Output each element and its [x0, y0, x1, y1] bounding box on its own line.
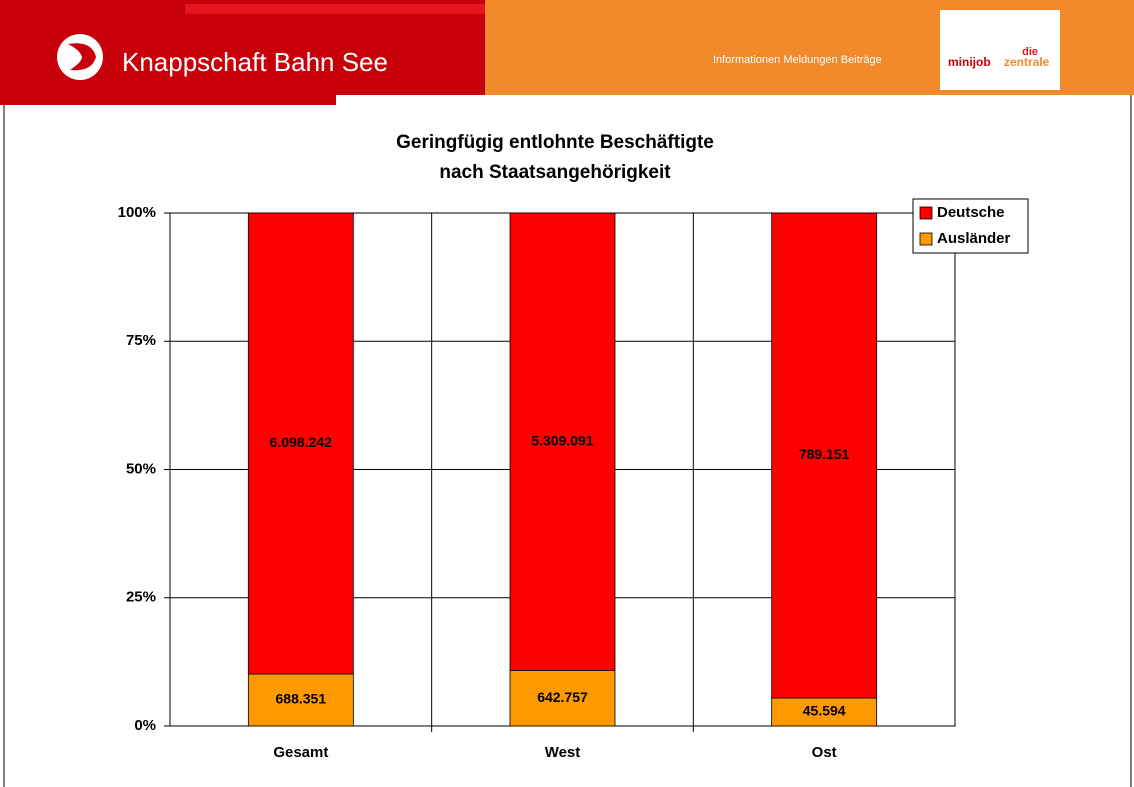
- header-red-stripe: [185, 4, 485, 14]
- logo-zentrale: zentrale: [1004, 55, 1050, 69]
- legend-label: Deutsche: [937, 204, 1005, 221]
- header-red-tab: [0, 95, 336, 105]
- brand-logo: [57, 34, 103, 80]
- logo-die: die: [1022, 46, 1038, 58]
- x-tick-label: Ost: [812, 744, 837, 761]
- data-label: 642.757: [537, 689, 588, 705]
- y-tick-label: 75%: [126, 332, 156, 349]
- chart-subtitle: nach Staatsangehörigkeit: [439, 162, 671, 183]
- data-label: 45.594: [803, 703, 846, 719]
- chart-title: Geringfügig entlohnte Beschäftigte: [396, 132, 714, 153]
- logo-minijob: minijob: [948, 55, 991, 69]
- y-tick-label: 0%: [134, 717, 156, 734]
- y-tick-label: 50%: [126, 460, 156, 477]
- data-label: 5.309.091: [531, 433, 593, 449]
- y-tick-label: 25%: [126, 589, 156, 606]
- x-tick-label: West: [545, 744, 581, 761]
- bar-segment: [771, 212, 878, 699]
- bar-segment: [247, 673, 354, 727]
- bar-segment: [509, 212, 616, 671]
- brand-name: Knappschaft Bahn See: [122, 47, 388, 77]
- header-tagline: Informationen Meldungen Beiträge: [713, 54, 882, 66]
- data-label: 789.151: [799, 446, 850, 462]
- brand-logo-mark: [68, 43, 96, 71]
- bar-segment: [771, 697, 878, 727]
- bar-segment: [509, 670, 616, 727]
- legend-label: Ausländer: [937, 230, 1011, 247]
- bar-segment: [247, 212, 354, 675]
- minijob-logo-box: [940, 10, 1060, 90]
- legend-swatch: [919, 232, 933, 246]
- x-tick-label: Gesamt: [273, 744, 328, 761]
- y-tick-label: 100%: [118, 204, 156, 221]
- data-label: 6.098.242: [270, 434, 332, 450]
- data-label: 688.351: [276, 691, 327, 707]
- legend-swatch: [919, 206, 933, 220]
